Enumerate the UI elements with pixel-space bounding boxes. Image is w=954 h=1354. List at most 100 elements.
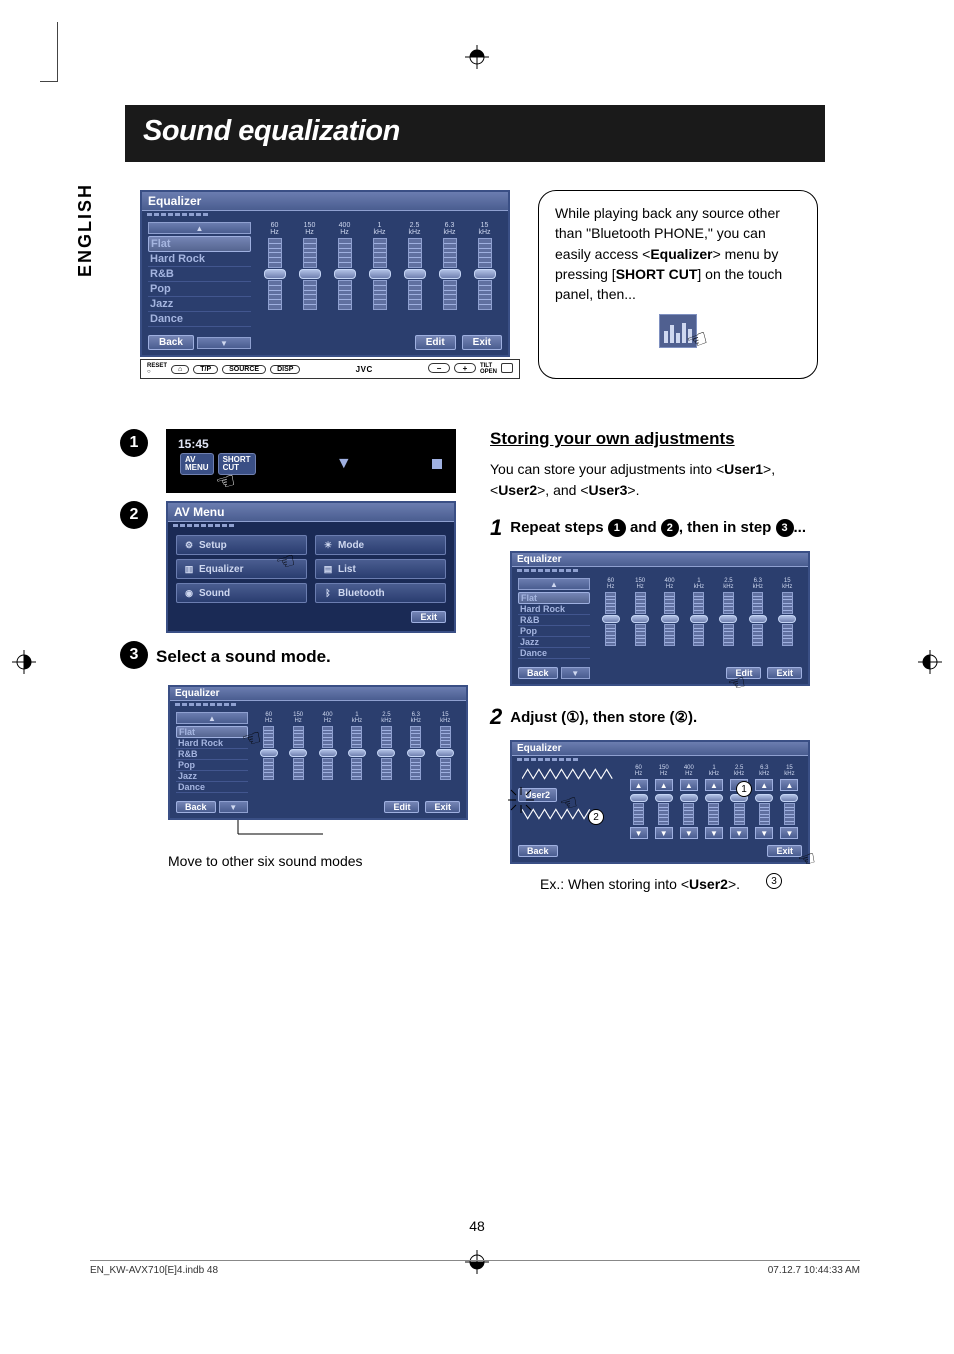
eq-slider[interactable] bbox=[633, 592, 648, 646]
freq-label: 1kHz bbox=[689, 578, 709, 590]
edit-button[interactable]: Edit bbox=[415, 335, 456, 350]
av-menu-item-mode[interactable]: ☀Mode bbox=[315, 535, 446, 555]
scroll-up-button[interactable]: ▲ bbox=[176, 712, 248, 724]
freq-up-button[interactable]: ▲ bbox=[780, 779, 798, 791]
eq-mode-hardrock[interactable]: Hard Rock bbox=[176, 738, 248, 749]
eq-mode-hardrock[interactable]: Hard Rock bbox=[148, 252, 251, 267]
scroll-down-button[interactable]: ▼ bbox=[219, 801, 248, 813]
stop-icon[interactable] bbox=[432, 459, 442, 469]
eq-slider[interactable] bbox=[266, 238, 284, 310]
freq-down-button[interactable]: ▼ bbox=[705, 827, 723, 839]
eq-mode-hardrock[interactable]: Hard Rock bbox=[518, 604, 590, 615]
eq-mode-rnb[interactable]: R&B bbox=[518, 615, 590, 626]
eq-slider[interactable] bbox=[476, 238, 494, 310]
equalizer-mode-list[interactable]: ▲ Flat Hard Rock R&B Pop Jazz Dance bbox=[148, 222, 251, 327]
scroll-up-button[interactable]: ▲ bbox=[518, 578, 590, 590]
eq-slider[interactable] bbox=[757, 793, 772, 825]
chevron-down-icon[interactable]: ▼ bbox=[336, 455, 352, 473]
eq-slider[interactable] bbox=[750, 592, 765, 646]
equalizer-sliders[interactable] bbox=[596, 592, 802, 646]
freq-down-button[interactable]: ▼ bbox=[680, 827, 698, 839]
exit-button[interactable]: Exit bbox=[767, 667, 802, 679]
equalizer-shortcut-icon[interactable]: ☜ bbox=[659, 314, 697, 348]
freq-up-button[interactable]: ▲ bbox=[630, 779, 648, 791]
eq-mode-flat[interactable]: Flat bbox=[176, 726, 248, 738]
av-menu-shortcut[interactable]: AV MENU bbox=[180, 453, 214, 475]
freq-down-button[interactable]: ▼ bbox=[780, 827, 798, 839]
eq-mode-flat[interactable]: Flat bbox=[148, 236, 251, 252]
exit-button[interactable]: Exit bbox=[411, 611, 446, 623]
back-button[interactable]: Back bbox=[518, 845, 558, 857]
eq-slider[interactable] bbox=[780, 592, 795, 646]
back-button[interactable]: Back bbox=[148, 335, 194, 350]
equalizer-user2-panel[interactable]: Equalizer User2 ☜ 2 bbox=[510, 740, 810, 864]
av-menu-item-sound[interactable]: ◉Sound bbox=[176, 583, 307, 603]
eq-slider[interactable] bbox=[379, 726, 394, 780]
eq-slider[interactable] bbox=[656, 793, 671, 825]
equalizer-sliders[interactable] bbox=[626, 793, 802, 825]
media-playback-panel[interactable]: 15:45 AV MENU SHORT CUT ▼ ☜ bbox=[166, 429, 456, 493]
step-1-badge: 1 bbox=[120, 429, 148, 457]
back-button[interactable]: Back bbox=[518, 667, 558, 679]
av-menu-item-list[interactable]: ▤List bbox=[315, 559, 446, 579]
equalizer-sliders[interactable] bbox=[257, 238, 502, 310]
eq-slider[interactable] bbox=[301, 238, 319, 310]
equalizer-panel[interactable]: Equalizer ▲ Flat Hard Rock R&B Pop Jazz … bbox=[140, 190, 510, 357]
equalizer-panel-step3[interactable]: Equalizer ▲ Flat Hard Rock R&B Pop Jazz … bbox=[168, 685, 468, 820]
eq-slider[interactable] bbox=[706, 793, 721, 825]
freq-down-button[interactable]: ▼ bbox=[730, 827, 748, 839]
eq-slider[interactable] bbox=[349, 726, 364, 780]
scroll-down-button[interactable]: ▼ bbox=[197, 337, 251, 349]
eq-mode-jazz[interactable]: Jazz bbox=[148, 297, 251, 312]
freq-up-button[interactable]: ▲ bbox=[680, 779, 698, 791]
eq-slider[interactable] bbox=[406, 238, 424, 310]
eq-mode-rnb[interactable]: R&B bbox=[148, 267, 251, 282]
eq-slider[interactable] bbox=[441, 238, 459, 310]
exit-button[interactable]: Exit bbox=[425, 801, 460, 813]
equalizer-sliders[interactable] bbox=[254, 726, 460, 780]
eq-slider[interactable] bbox=[261, 726, 276, 780]
eq-slider[interactable] bbox=[631, 793, 646, 825]
eq-slider[interactable] bbox=[371, 238, 389, 310]
scroll-up-button[interactable]: ▲ bbox=[148, 222, 251, 234]
freq-down-button[interactable]: ▼ bbox=[655, 827, 673, 839]
eq-mode-dance[interactable]: Dance bbox=[148, 312, 251, 327]
av-menu-item-bluetooth[interactable]: ᛒBluetooth bbox=[315, 583, 446, 603]
freq-up-button[interactable]: ▲ bbox=[705, 779, 723, 791]
scroll-down-button[interactable]: ▼ bbox=[561, 667, 590, 679]
eq-mode-pop[interactable]: Pop bbox=[148, 282, 251, 297]
freq-up-button[interactable]: ▲ bbox=[755, 779, 773, 791]
eq-mode-rnb[interactable]: R&B bbox=[176, 749, 248, 760]
eq-mode-jazz[interactable]: Jazz bbox=[176, 771, 248, 782]
eq-slider[interactable] bbox=[408, 726, 423, 780]
freq-label: 150Hz bbox=[288, 712, 308, 724]
freq-down-button[interactable]: ▼ bbox=[630, 827, 648, 839]
freq-decrease-row[interactable]: ▼ ▼ ▼ ▼ ▼ ▼ ▼ bbox=[626, 827, 802, 839]
eq-slider[interactable] bbox=[681, 793, 696, 825]
eq-slider[interactable] bbox=[320, 726, 335, 780]
back-button[interactable]: Back bbox=[176, 801, 216, 813]
eq-slider[interactable] bbox=[438, 726, 453, 780]
eq-mode-flat[interactable]: Flat bbox=[518, 592, 590, 604]
equalizer-panel-store1[interactable]: Equalizer ▲ Flat Hard Rock R&B Pop Jazz … bbox=[510, 551, 810, 686]
eq-mode-jazz[interactable]: Jazz bbox=[518, 637, 590, 648]
eq-slider[interactable] bbox=[291, 726, 306, 780]
eq-slider[interactable] bbox=[603, 592, 618, 646]
eq-slider[interactable] bbox=[691, 592, 706, 646]
av-menu-panel[interactable]: AV Menu ⚙Setup☀Mode▥Equalizer▤List◉Sound… bbox=[166, 501, 456, 633]
freq-up-button[interactable]: ▲ bbox=[655, 779, 673, 791]
eq-slider[interactable] bbox=[732, 793, 747, 825]
exit-button[interactable]: Exit bbox=[462, 335, 502, 350]
eq-mode-pop[interactable]: Pop bbox=[176, 760, 248, 771]
eq-mode-dance[interactable]: Dance bbox=[518, 648, 590, 659]
eq-mode-pop[interactable]: Pop bbox=[518, 626, 590, 637]
eq-slider[interactable] bbox=[782, 793, 797, 825]
eq-slider[interactable] bbox=[336, 238, 354, 310]
edit-button[interactable]: Edit bbox=[384, 801, 419, 813]
eq-mode-dance[interactable]: Dance bbox=[176, 782, 248, 793]
freq-increase-row[interactable]: ▲▲▲▲▲▲▲ bbox=[626, 779, 802, 791]
footer-left: EN_KW-AVX710[E]4.indb 48 bbox=[90, 1265, 218, 1276]
freq-down-button[interactable]: ▼ bbox=[755, 827, 773, 839]
eq-slider[interactable] bbox=[662, 592, 677, 646]
eq-slider[interactable] bbox=[721, 592, 736, 646]
